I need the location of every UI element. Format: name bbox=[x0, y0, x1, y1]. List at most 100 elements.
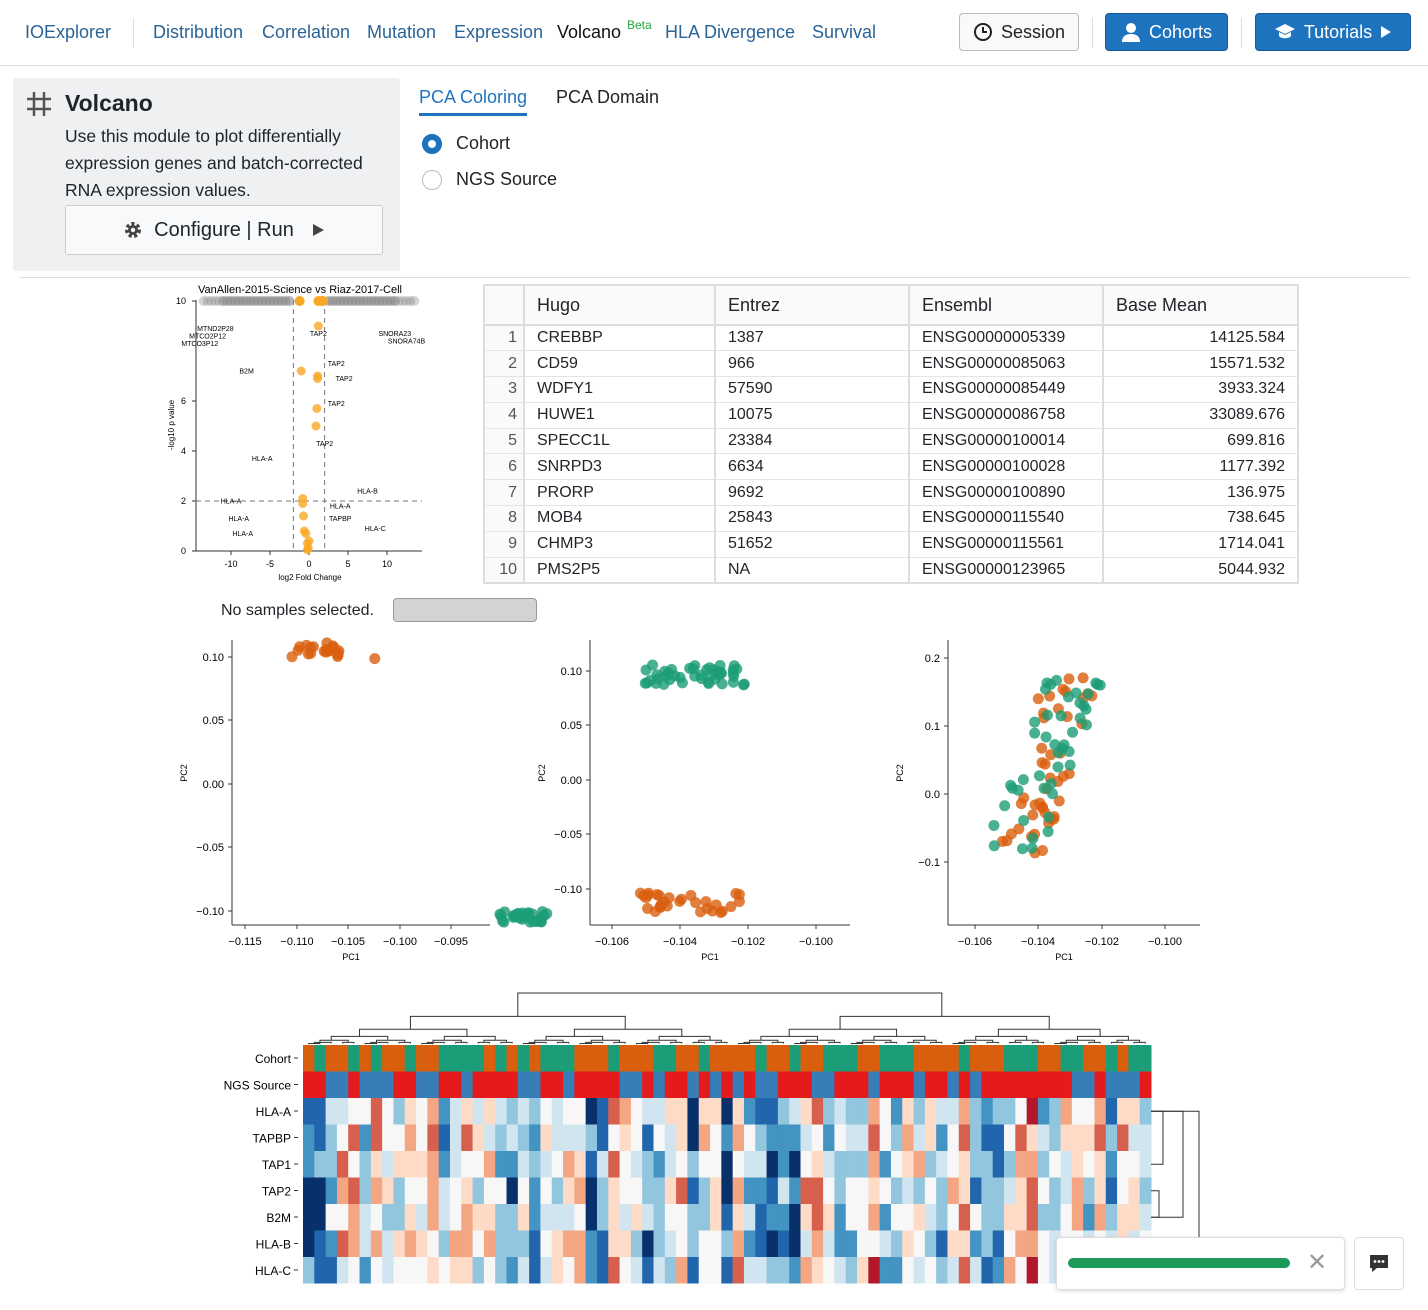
heatmap-cell[interactable] bbox=[574, 1151, 587, 1178]
heatmap-cell[interactable] bbox=[382, 1257, 394, 1284]
heatmap-cell[interactable] bbox=[404, 1230, 417, 1258]
heatmap-cell[interactable] bbox=[563, 1204, 575, 1231]
heatmap-cell[interactable] bbox=[857, 1230, 869, 1258]
heatmap-cell[interactable] bbox=[958, 1098, 971, 1125]
pca-point[interactable] bbox=[1027, 832, 1039, 844]
heatmap-cell[interactable] bbox=[642, 1124, 655, 1152]
nav-mutation[interactable]: Mutation bbox=[367, 22, 437, 42]
table-row[interactable]: 4 HUWE1 10075 ENSG00000086758 33089.676 bbox=[483, 402, 1298, 429]
heatmap-cell[interactable] bbox=[868, 1098, 881, 1125]
heatmap-cell[interactable] bbox=[506, 1177, 519, 1205]
heatmap-cell[interactable] bbox=[517, 1257, 530, 1284]
heatmap-cell[interactable] bbox=[574, 1257, 587, 1284]
heatmap-cell[interactable] bbox=[992, 1204, 1005, 1231]
table-row[interactable]: 1 CREBBP 1387 ENSG00000005339 14125.584 bbox=[483, 325, 1298, 352]
pca-point[interactable] bbox=[651, 889, 663, 901]
pca-point[interactable] bbox=[1046, 788, 1058, 800]
heatmap-cell[interactable] bbox=[879, 1257, 892, 1284]
heatmap-cell[interactable] bbox=[370, 1151, 383, 1178]
heatmap-cell[interactable] bbox=[1060, 1177, 1073, 1205]
heatmap-cell[interactable] bbox=[936, 1204, 948, 1231]
pca-point[interactable] bbox=[1078, 700, 1090, 712]
heatmap-cell[interactable] bbox=[698, 1124, 711, 1152]
heatmap-cell[interactable] bbox=[1094, 1177, 1107, 1205]
heatmap-cell[interactable] bbox=[1083, 1124, 1095, 1152]
col-base-mean[interactable]: Base Mean bbox=[1102, 284, 1299, 326]
heatmap-cell[interactable] bbox=[823, 1177, 835, 1205]
nav-survival[interactable]: Survival bbox=[812, 22, 877, 42]
pca-point[interactable] bbox=[1052, 761, 1064, 773]
heatmap-cell[interactable] bbox=[947, 1257, 960, 1284]
heatmap-cell[interactable] bbox=[721, 1124, 734, 1152]
heatmap-cell[interactable] bbox=[766, 1230, 779, 1258]
heatmap-cell[interactable] bbox=[540, 1151, 553, 1178]
pca-point[interactable] bbox=[1067, 726, 1079, 738]
heatmap-cell[interactable] bbox=[348, 1257, 361, 1284]
heatmap-cell[interactable] bbox=[676, 1204, 688, 1231]
volcano-point[interactable] bbox=[296, 366, 306, 376]
heatmap-cell[interactable] bbox=[981, 1151, 994, 1178]
heatmap-cell[interactable] bbox=[483, 1124, 496, 1152]
heatmap-cell[interactable] bbox=[664, 1204, 677, 1231]
heatmap-cell[interactable] bbox=[495, 1257, 508, 1284]
heatmap-cell[interactable] bbox=[325, 1257, 338, 1284]
nav-hla-divergence[interactable]: HLA Divergence bbox=[665, 22, 796, 42]
heatmap-cell[interactable] bbox=[574, 1204, 587, 1231]
heatmap-cell[interactable] bbox=[890, 1230, 903, 1258]
heatmap-cell[interactable] bbox=[811, 1204, 824, 1231]
heatmap-cell[interactable] bbox=[1037, 1151, 1050, 1178]
pca-point[interactable] bbox=[1058, 739, 1070, 751]
heatmap-cell[interactable] bbox=[676, 1257, 688, 1284]
heatmap-cell[interactable] bbox=[845, 1204, 858, 1231]
heatmap-cell[interactable] bbox=[449, 1257, 462, 1284]
heatmap-cell[interactable] bbox=[789, 1098, 801, 1125]
heatmap-cell[interactable] bbox=[653, 1204, 666, 1231]
heatmap-cell[interactable] bbox=[687, 1257, 700, 1284]
heatmap-cell[interactable] bbox=[664, 1177, 677, 1205]
heatmap-cell[interactable] bbox=[710, 1257, 722, 1284]
heatmap-cell[interactable] bbox=[913, 1257, 926, 1284]
heatmap-cell[interactable] bbox=[1037, 1177, 1050, 1205]
heatmap-cell[interactable] bbox=[845, 1098, 858, 1125]
heatmap-cell[interactable] bbox=[495, 1124, 508, 1152]
pca-point[interactable] bbox=[659, 665, 671, 677]
heatmap-cell[interactable] bbox=[608, 1204, 621, 1231]
heatmap-cell[interactable] bbox=[766, 1257, 779, 1284]
heatmap-cell[interactable] bbox=[1004, 1230, 1016, 1258]
heatmap-cell[interactable] bbox=[766, 1204, 779, 1231]
radio-button[interactable] bbox=[422, 169, 442, 190]
heatmap-cell[interactable] bbox=[348, 1230, 361, 1258]
pca-point[interactable] bbox=[661, 900, 673, 912]
pca-point[interactable] bbox=[498, 916, 510, 928]
heatmap-cell[interactable] bbox=[1004, 1257, 1016, 1284]
heatmap-cell[interactable] bbox=[924, 1098, 937, 1125]
heatmap-cell[interactable] bbox=[596, 1098, 609, 1125]
pca-point[interactable] bbox=[1053, 795, 1065, 807]
pca-point[interactable] bbox=[499, 906, 511, 918]
heatmap-cell[interactable] bbox=[596, 1204, 609, 1231]
heatmap-cell[interactable] bbox=[359, 1098, 372, 1125]
heatmap-cell[interactable] bbox=[789, 1151, 801, 1178]
heatmap-cell[interactable] bbox=[404, 1124, 417, 1152]
heatmap-cell[interactable] bbox=[1105, 1124, 1118, 1152]
heatmap-cell[interactable] bbox=[890, 1151, 903, 1178]
heatmap-cell[interactable] bbox=[902, 1124, 915, 1152]
heatmap-cell[interactable] bbox=[303, 1204, 315, 1231]
pca-point[interactable] bbox=[705, 669, 717, 681]
heatmap-cell[interactable] bbox=[721, 1257, 734, 1284]
heatmap-cell[interactable] bbox=[913, 1177, 926, 1205]
heatmap-cell[interactable] bbox=[743, 1204, 756, 1231]
volcano-point[interactable] bbox=[301, 529, 311, 538]
pca-point[interactable] bbox=[1037, 845, 1049, 857]
heatmap-cell[interactable] bbox=[574, 1124, 587, 1152]
heatmap-cell[interactable] bbox=[800, 1257, 813, 1284]
heatmap-cell[interactable] bbox=[585, 1204, 598, 1231]
heatmap-cell[interactable] bbox=[517, 1204, 530, 1231]
heatmap-cell[interactable] bbox=[348, 1098, 361, 1125]
volcano-point[interactable] bbox=[313, 321, 323, 331]
heatmap-cell[interactable] bbox=[970, 1230, 982, 1258]
heatmap-cell[interactable] bbox=[325, 1151, 338, 1178]
heatmap-cell[interactable] bbox=[743, 1124, 756, 1152]
heatmap-cell[interactable] bbox=[1139, 1151, 1152, 1178]
pca-point[interactable] bbox=[1036, 757, 1048, 769]
